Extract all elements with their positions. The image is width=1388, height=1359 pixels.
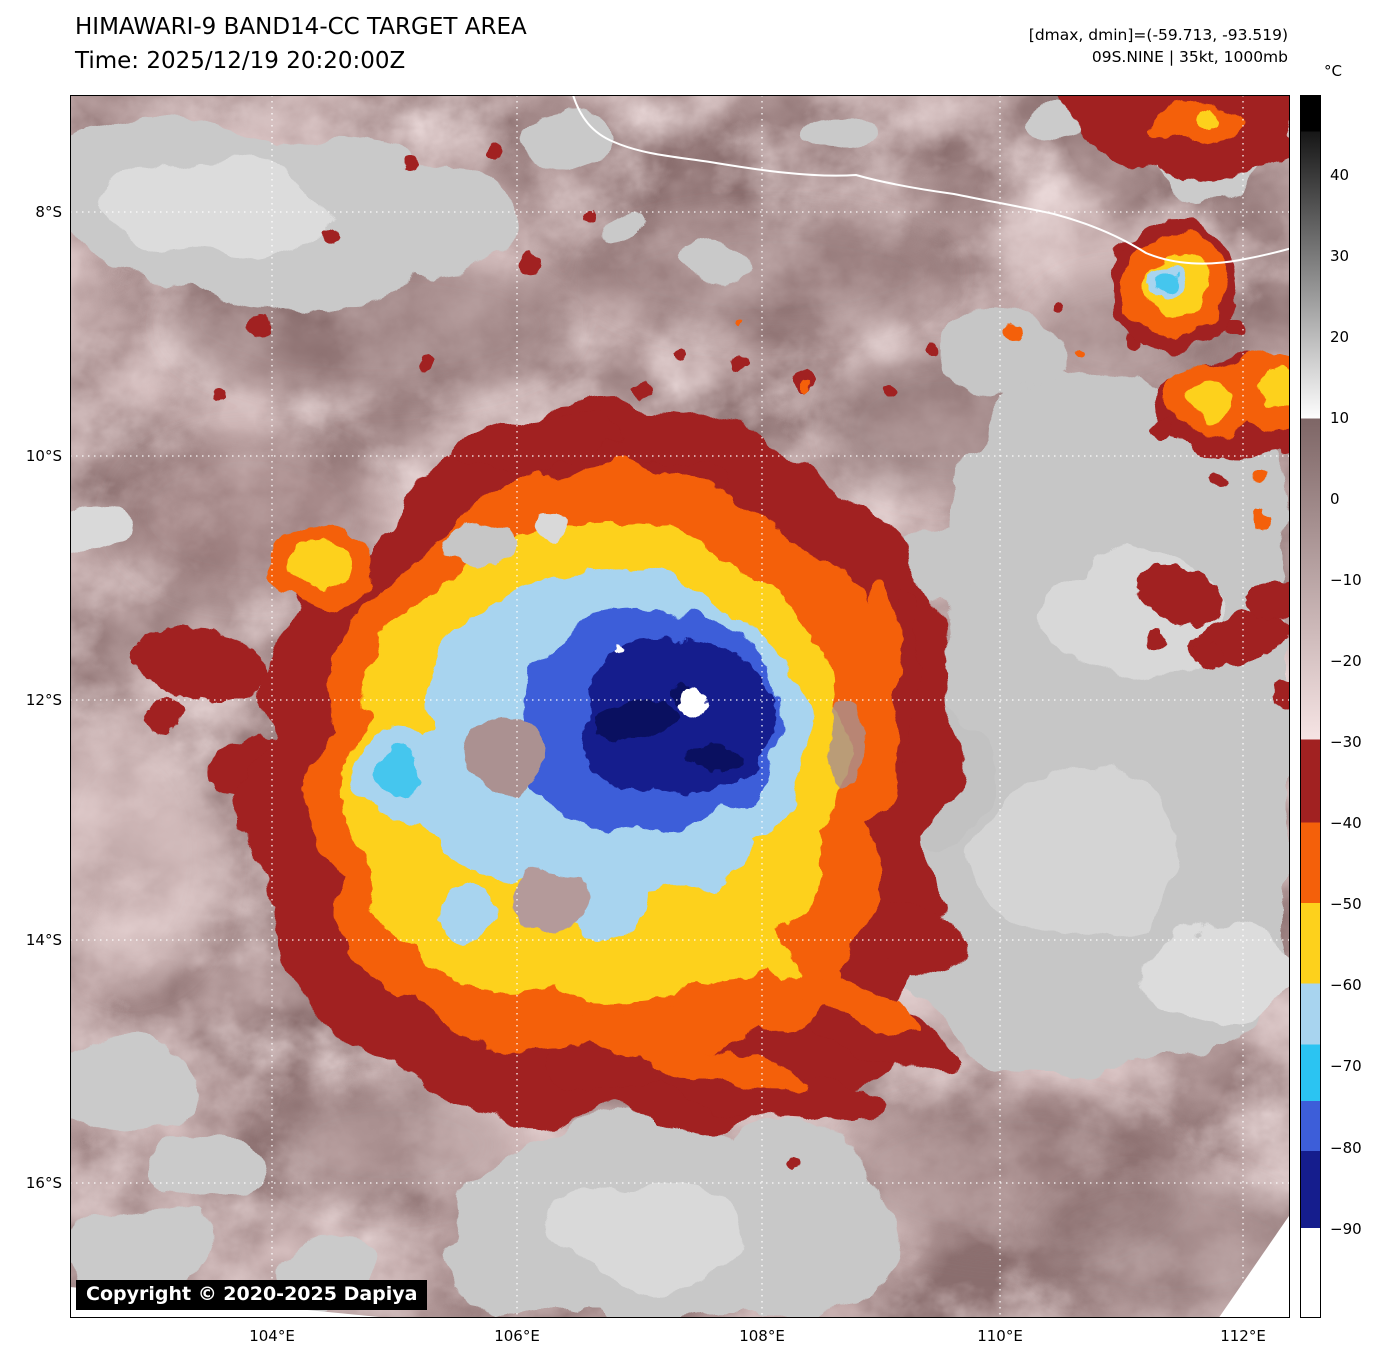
colorbar-tick-label: −20 — [1330, 652, 1362, 670]
colorbar-tick-label: −70 — [1330, 1057, 1362, 1075]
cyclone-navy-core — [582, 638, 776, 795]
colorbar-tick-label: −90 — [1330, 1220, 1362, 1238]
colorbar-tick-label: 10 — [1330, 409, 1350, 427]
lon-axis-label: 106°E — [494, 1327, 540, 1345]
lon-axis-label: 108°E — [739, 1327, 785, 1345]
colorbar — [1300, 95, 1321, 1318]
colorbar-tick-label: 20 — [1330, 328, 1350, 346]
lat-axis-label: 14°S — [25, 931, 62, 949]
colorbar-tick-label: −10 — [1330, 571, 1362, 589]
lon-axis-label: 110°E — [977, 1327, 1023, 1345]
dmax-dmin-readout: [dmax, dmin]=(-59.713, -93.519) — [1028, 26, 1288, 44]
scan-edge-wedge-southeast — [1218, 1214, 1290, 1318]
figure-title: HIMAWARI-9 BAND14-CC TARGET AREA — [75, 14, 527, 40]
lat-axis-label: 8°S — [35, 203, 62, 221]
colorbar-tick-label: −60 — [1330, 976, 1362, 994]
lon-axis-label: 112°E — [1220, 1327, 1266, 1345]
colorbar-tick-label: −40 — [1330, 814, 1362, 832]
lat-axis-label: 12°S — [25, 691, 62, 709]
coastline — [572, 95, 1290, 265]
cyclone — [242, 406, 965, 1128]
figure-timestamp: Time: 2025/12/19 20:20:00Z — [75, 48, 406, 74]
storm-info: 09S.NINE | 35kt, 1000mb — [1091, 48, 1288, 66]
copyright-label: Copyright © 2020-2025 Dapiya — [76, 1280, 428, 1310]
header-right-info: [dmax, dmin]=(-59.713, -93.519) 09S.NINE… — [1029, 24, 1288, 68]
colorbar-tick-label: −80 — [1330, 1139, 1362, 1157]
lat-axis-label: 16°S — [25, 1174, 62, 1192]
colorbar-unit: °C — [1324, 62, 1342, 80]
convective-cluster-northeast — [1056, 95, 1290, 487]
lat-axis-label: 10°S — [25, 447, 62, 465]
colorbar-tick-label: 40 — [1330, 166, 1350, 184]
lon-axis-label: 104°E — [249, 1327, 295, 1345]
colorbar-tick-label: 0 — [1330, 490, 1340, 508]
colorbar-tick-label: −30 — [1330, 733, 1362, 751]
satellite-map: Copyright © 2020-2025 Dapiya — [70, 95, 1290, 1318]
satellite-imagery — [70, 95, 1290, 1318]
cyclone-warm-intrusions — [442, 513, 862, 937]
colorbar-tick-label: −50 — [1330, 895, 1362, 913]
colorbar-tick-label: 30 — [1330, 247, 1350, 265]
cyclone-coldest-spot — [677, 688, 707, 718]
